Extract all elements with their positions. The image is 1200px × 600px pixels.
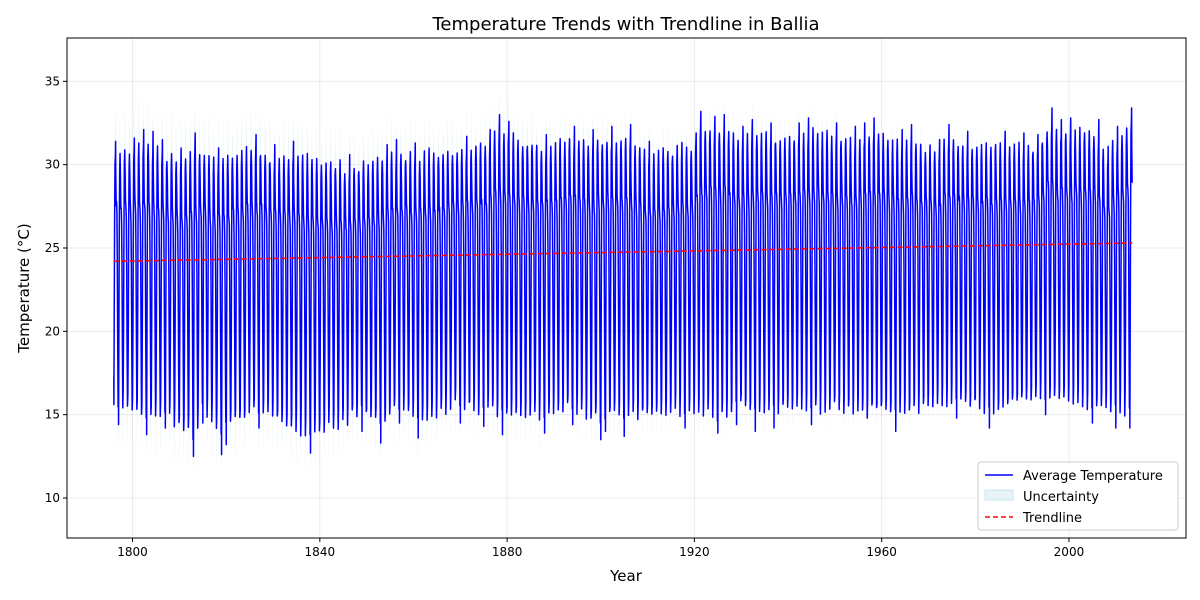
y-tick-label: 25 <box>45 241 60 255</box>
legend-swatch-uncertainty <box>984 489 1014 501</box>
legend-label-trendline: Trendline <box>1022 511 1082 526</box>
legend-label-uncertainty: Uncertainty <box>1023 490 1099 505</box>
y-tick-label: 20 <box>45 324 60 338</box>
y-axis-label: Temperature (°C) <box>15 223 33 353</box>
y-axis-ticks: 10 15 20 25 30 35 <box>45 74 67 505</box>
x-tick-label: 1800 <box>117 545 148 559</box>
y-tick-label: 15 <box>45 408 60 422</box>
x-tick-label: 1920 <box>679 545 710 559</box>
plot-frame <box>66 37 1187 539</box>
legend: Average Temperature Uncertainty Trendlin… <box>977 461 1179 531</box>
x-tick-label: 2000 <box>1054 545 1085 559</box>
legend-box <box>977 461 1179 531</box>
average-temperature-line <box>113 107 1133 458</box>
x-tick-label: 1960 <box>866 545 897 559</box>
y-tick-label: 30 <box>45 158 60 172</box>
chart-title: Temperature Trends with Trendline in Bal… <box>431 14 819 35</box>
x-tick-label: 1840 <box>305 545 336 559</box>
legend-label-average: Average Temperature <box>1023 469 1163 484</box>
trendline <box>113 242 1133 263</box>
x-axis-label: Year <box>609 567 643 585</box>
y-tick-label: 35 <box>45 74 60 88</box>
average-temperature-path <box>113 107 1133 458</box>
x-axis-ticks: 1800 1840 1880 1920 1960 2000 <box>117 538 1084 559</box>
trendline-path <box>113 242 1133 263</box>
x-tick-label: 1880 <box>492 545 523 559</box>
y-tick-label: 10 <box>45 491 60 505</box>
